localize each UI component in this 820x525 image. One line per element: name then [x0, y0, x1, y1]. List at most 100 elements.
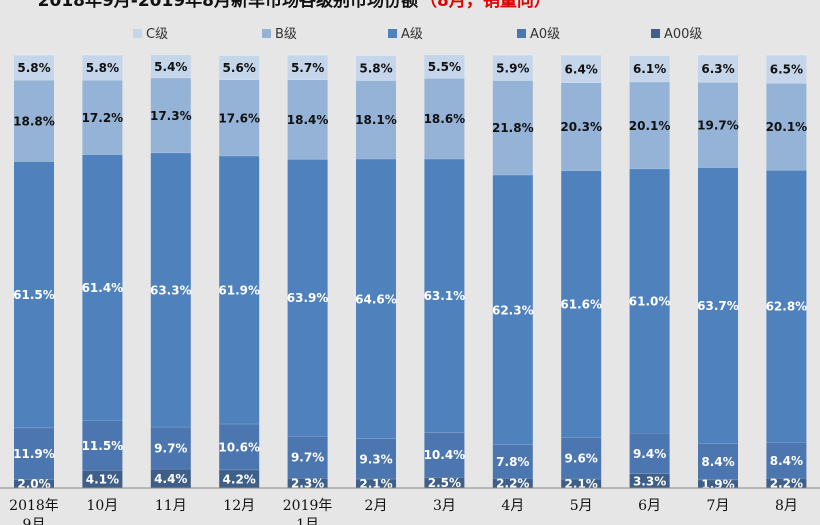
- data-label: 17.2%: [82, 111, 124, 125]
- x-tick-label: 2018年: [9, 498, 59, 514]
- data-label: 8.4%: [701, 455, 734, 469]
- bar-segment: [698, 55, 738, 83]
- bar-segment: [424, 54, 465, 79]
- bar-segment: [356, 158, 396, 439]
- bar-segment: [219, 155, 260, 424]
- data-label: 10.4%: [424, 448, 466, 462]
- bar-segment: [561, 55, 602, 83]
- bar-segment: [219, 79, 260, 156]
- x-tick-label: 5月: [570, 498, 593, 514]
- data-label: 63.9%: [287, 291, 329, 305]
- data-label: 61.0%: [629, 294, 671, 308]
- data-label: 5.8%: [86, 61, 119, 75]
- bar-segment: [698, 443, 738, 480]
- bar-segment: [766, 478, 807, 488]
- bar-segment: [629, 55, 670, 82]
- bar-segment: [561, 437, 602, 479]
- bar-segment: [82, 470, 123, 488]
- data-label: 5.7%: [291, 61, 324, 75]
- data-label: 18.4%: [287, 113, 329, 127]
- x-tick-label: 11月: [155, 498, 187, 514]
- x-tick-label: 2月: [365, 498, 388, 514]
- data-label: 5.6%: [223, 61, 256, 75]
- data-label: 17.3%: [150, 109, 192, 123]
- bar-segment: [561, 478, 602, 488]
- data-label: 20.1%: [766, 120, 808, 134]
- data-label: 2.0%: [17, 477, 50, 491]
- bar-segment: [492, 478, 533, 488]
- x-tick-label: 8月: [775, 498, 798, 514]
- data-label: 5.8%: [359, 61, 392, 75]
- data-label: 5.4%: [154, 60, 187, 74]
- chart-title-main: 2018年9月-2019年8月新车市场各级别市场份额: [38, 0, 418, 11]
- bar-segment: [492, 55, 533, 81]
- x-tick-label: 6月: [638, 498, 661, 514]
- bar-segment: [629, 168, 670, 434]
- bar-segment: [629, 81, 670, 169]
- data-label: 18.8%: [13, 114, 55, 128]
- bar-segment: [561, 82, 602, 171]
- bar-segment: [219, 423, 260, 470]
- data-label: 10.6%: [218, 440, 260, 454]
- bar-segment: [492, 80, 533, 175]
- bar-segment: [82, 420, 123, 471]
- data-label: 2.2%: [770, 477, 803, 491]
- bar-segment: [219, 469, 260, 488]
- bar-segment: [356, 55, 396, 81]
- data-label: 1.9%: [701, 477, 734, 491]
- x-tick-label: 2019年: [283, 498, 333, 514]
- bar-segment: [287, 55, 328, 80]
- data-label: 8.4%: [770, 454, 803, 468]
- data-label: 9.6%: [565, 452, 598, 466]
- bar-segment: [629, 433, 670, 474]
- legend-label: A00级: [664, 27, 702, 42]
- bar-segment: [424, 78, 465, 159]
- data-label: 7.8%: [496, 455, 529, 469]
- bar-segment: [287, 159, 328, 437]
- data-label: 6.1%: [633, 62, 666, 76]
- bar-segment: [219, 55, 260, 80]
- data-label: 2.3%: [291, 477, 324, 491]
- bar-segment: [14, 80, 54, 162]
- bar-segment: [698, 167, 738, 444]
- bar-segment: [14, 427, 54, 480]
- bar-segment: [698, 479, 738, 488]
- data-label: 63.3%: [150, 283, 192, 297]
- data-label: 3.3%: [633, 474, 666, 488]
- data-label: 18.6%: [424, 112, 466, 126]
- bar-segment: [14, 479, 54, 488]
- bar-segment: [150, 468, 191, 488]
- data-label: 21.8%: [492, 121, 534, 135]
- bar-segment: [14, 161, 54, 428]
- legend-swatch: [651, 29, 660, 38]
- data-label: 5.8%: [17, 61, 50, 75]
- data-label: 2.1%: [565, 477, 598, 491]
- x-tick-label: 12月: [223, 498, 255, 514]
- data-label: 9.7%: [154, 441, 187, 455]
- x-tick-label: 10月: [86, 498, 118, 514]
- bar-segment: [561, 170, 602, 438]
- legend: C级 B级 A级 A0级 A00级: [133, 27, 702, 42]
- data-label: 6.3%: [701, 62, 734, 76]
- data-label: 61.6%: [560, 297, 602, 311]
- bar-segment: [766, 83, 807, 171]
- legend-label: B级: [275, 27, 297, 42]
- bar-segment: [698, 82, 738, 168]
- chart-title: 2018年9月-2019年8月新车市场各级别市场份额 （8月，销量向）: [38, 0, 551, 11]
- x-tick-label: 4月: [501, 498, 524, 514]
- data-label: 9.4%: [633, 447, 666, 461]
- x-tick-label: 9月: [23, 517, 46, 525]
- bar-segment: [150, 77, 191, 153]
- data-label: 6.4%: [565, 62, 598, 76]
- data-label: 2.1%: [359, 477, 392, 491]
- bar-segment: [492, 444, 533, 479]
- data-label: 2.2%: [496, 477, 529, 491]
- x-tick-label: 7月: [707, 498, 730, 514]
- legend-swatch: [133, 29, 142, 38]
- x-tick-label: 1月: [296, 517, 319, 525]
- bar-segment: [766, 170, 807, 443]
- bar-segment: [287, 79, 328, 160]
- legend-swatch: [517, 29, 526, 38]
- bar-segment: [14, 55, 54, 81]
- chart-title-highlight: （8月，销量向）: [420, 0, 551, 11]
